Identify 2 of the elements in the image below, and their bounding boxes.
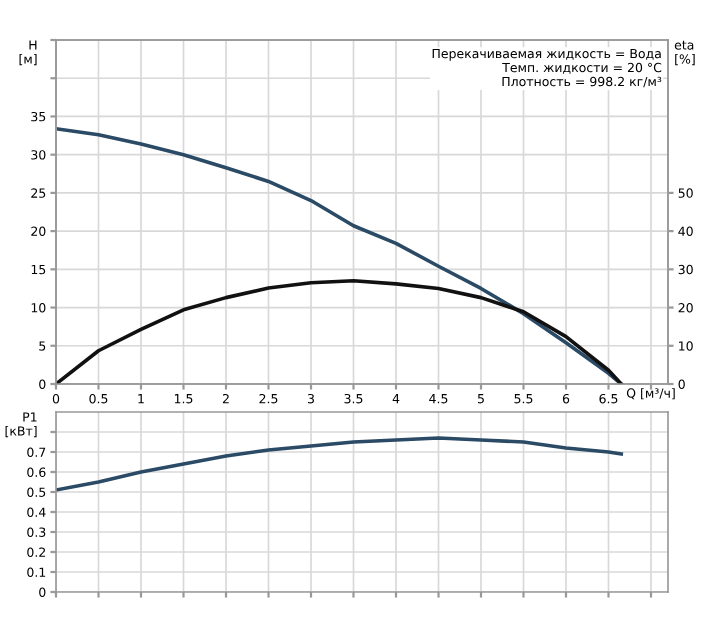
line-series: [56, 278, 624, 384]
line-series: [56, 436, 624, 492]
